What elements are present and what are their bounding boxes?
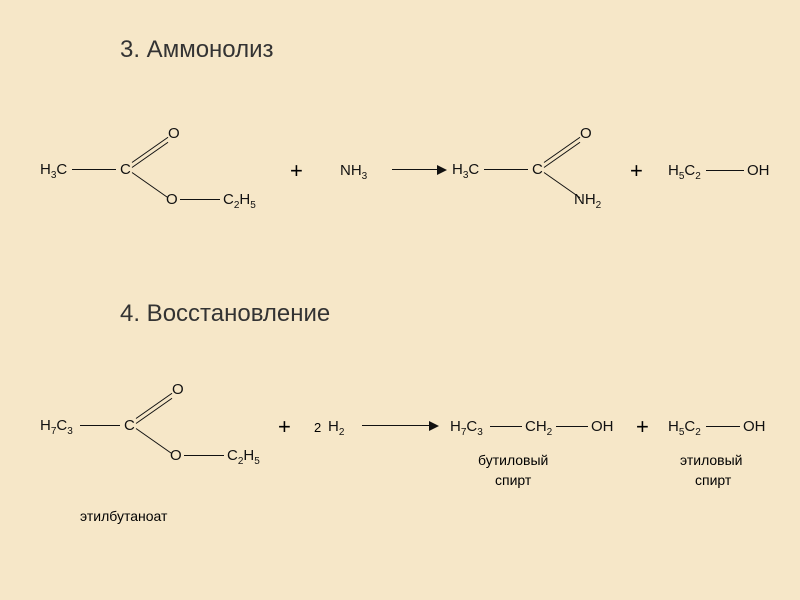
r1-reactant-ester: H3C C O O C2H5 bbox=[40, 120, 240, 220]
atom-c: C bbox=[124, 418, 135, 433]
r1-reagent-nh3: NH3 bbox=[340, 163, 367, 178]
atom-o-double: O bbox=[172, 382, 184, 397]
atom-c2h5: C2H5 bbox=[227, 448, 260, 463]
atom-o-single: O bbox=[170, 448, 182, 463]
atom-o-double: O bbox=[580, 126, 592, 141]
label-ethylbutanoate: этилбутаноат bbox=[80, 508, 167, 524]
label-butyl2: спирт bbox=[495, 472, 531, 488]
bond-co-s bbox=[132, 172, 169, 198]
bond-co-d2 bbox=[136, 398, 173, 424]
atom-c: C bbox=[532, 162, 543, 177]
label-butyl1: бутиловый bbox=[478, 452, 548, 468]
heading-reduction: 4. Восстановление bbox=[120, 300, 330, 328]
atom-o-single: O bbox=[166, 192, 178, 207]
atom-c: C bbox=[120, 162, 131, 177]
r2-product-butanol: H7C3 CH2 OH bbox=[450, 416, 630, 446]
bond-o-c2h5 bbox=[180, 199, 220, 200]
heading-ammonolysis: 3. Аммонолиз bbox=[120, 36, 274, 64]
atom-c2h5: C2H5 bbox=[223, 192, 256, 207]
label-ethyl2: спирт bbox=[695, 472, 731, 488]
bond-c-oh bbox=[706, 426, 740, 427]
atom-oh: OH bbox=[743, 419, 766, 434]
atom-h3c: H3C bbox=[452, 162, 479, 177]
diagram-canvas: 3. Аммонолиз H3C C O O C2H5 + NH3 H3C C … bbox=[0, 0, 800, 600]
atom-oh: OH bbox=[591, 419, 614, 434]
atom-nh2: NH2 bbox=[574, 192, 601, 207]
bond-c-oh bbox=[706, 170, 744, 171]
r2-plus2: + bbox=[636, 414, 649, 440]
bond-c-ch2 bbox=[490, 426, 522, 427]
bond-o-c2h5 bbox=[184, 455, 224, 456]
atom-h5c2: H5C2 bbox=[668, 419, 701, 434]
arrow-head bbox=[429, 421, 439, 431]
bond-co-d2 bbox=[544, 142, 581, 168]
bond-co-d1 bbox=[544, 137, 581, 163]
bond-c-c bbox=[72, 169, 116, 170]
bond-co-s bbox=[136, 428, 173, 454]
bond-c-c bbox=[80, 425, 120, 426]
atom-h7c3: H7C3 bbox=[40, 418, 73, 433]
r2-product-ethanol: H5C2 OH bbox=[668, 416, 788, 446]
r1-plus1: + bbox=[290, 158, 303, 184]
atom-h3c: H3C bbox=[40, 162, 67, 177]
bond-co-d1 bbox=[136, 393, 173, 419]
arrow-shaft bbox=[392, 169, 440, 170]
r1-product-amide: H3C C O NH2 bbox=[452, 120, 602, 220]
arrow-shaft bbox=[362, 425, 432, 426]
r2-coeff: 2 bbox=[314, 420, 321, 435]
bond-c-c bbox=[484, 169, 528, 170]
arrow-head bbox=[437, 165, 447, 175]
atom-ch2: CH2 bbox=[525, 419, 552, 434]
r1-plus2: + bbox=[630, 158, 643, 184]
bond-co-d1 bbox=[132, 137, 169, 163]
bond-ch2-oh bbox=[556, 426, 588, 427]
atom-h7c3: H7C3 bbox=[450, 419, 483, 434]
r2-reactant-ester: H7C3 C O O C2H5 bbox=[40, 376, 250, 476]
r1-product-ethanol: H5C2 OH bbox=[668, 160, 788, 190]
label-ethyl1: этиловый bbox=[680, 452, 743, 468]
r2-plus1: + bbox=[278, 414, 291, 440]
r2-reagent-h2: H2 bbox=[328, 419, 344, 434]
atom-oh: OH bbox=[747, 163, 770, 178]
bond-co-d2 bbox=[132, 142, 169, 168]
atom-o-double: O bbox=[168, 126, 180, 141]
atom-h5c2: H5C2 bbox=[668, 163, 701, 178]
